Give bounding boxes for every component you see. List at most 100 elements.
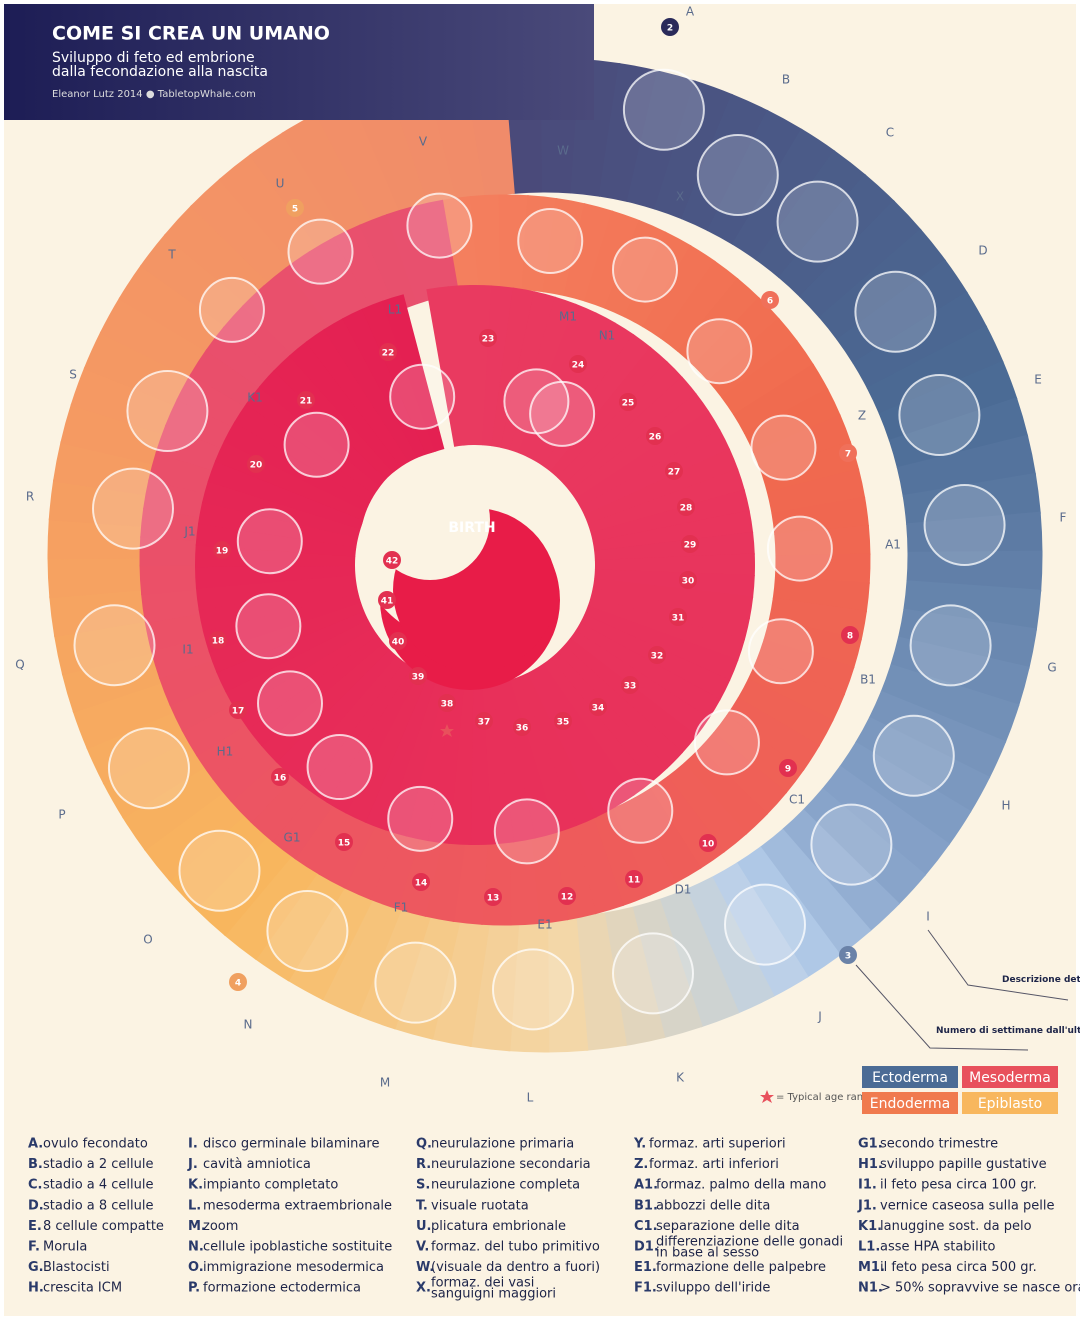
week-badge: [761, 291, 779, 309]
week-badge: [335, 833, 353, 851]
week-badge: [589, 698, 607, 716]
key-letter: H.: [28, 1281, 44, 1296]
star-icon: [760, 1090, 774, 1103]
key-letter: A.: [28, 1137, 43, 1152]
embryo-illustration: [693, 709, 760, 776]
key-description: sviluppo papille gustative: [880, 1157, 1047, 1172]
key-description: mesoderma extraembrionale: [203, 1198, 392, 1213]
ring-segment: [737, 678, 834, 747]
ring-segment: [275, 648, 398, 778]
embryo-illustration: [126, 370, 209, 452]
ring-segment: [508, 676, 578, 834]
ring-segment: [281, 112, 380, 248]
ring-segment: [321, 878, 410, 1017]
ring-segment: [592, 577, 754, 620]
embryo-illustration: [776, 180, 859, 263]
week-number: 28: [680, 504, 693, 514]
ring-segment: [364, 674, 438, 831]
key-letter: K.: [188, 1178, 203, 1193]
week-badge: [558, 887, 576, 905]
ring-segment: [148, 451, 247, 502]
overlay: ABCDEFGHIJKLMNOPQRSTUVWXYZA1B1C1D1E1F1G1…: [15, 5, 1080, 1302]
ring-segment: [798, 200, 922, 319]
stage-letter: F1: [394, 901, 409, 915]
key-letter: K1.: [858, 1219, 882, 1234]
week-badge: [619, 393, 637, 411]
stage-letter: D: [978, 244, 987, 258]
week-badge: [438, 694, 456, 712]
embryo-illustration: [198, 276, 265, 343]
week-number: 18: [212, 637, 225, 647]
ring-segment: [592, 510, 754, 553]
ring-segment: [448, 684, 475, 845]
stage-letter: L: [527, 1091, 534, 1105]
key-letter: J1.: [857, 1198, 877, 1213]
ring-segment: [214, 440, 368, 522]
week-number: 32: [651, 652, 664, 662]
ring-segment: [72, 668, 212, 750]
ring-segment: [242, 285, 327, 373]
embryo-illustration: [178, 829, 261, 912]
ring-segment: [424, 823, 468, 922]
ring-segment: [139, 536, 236, 567]
embryo-illustration: [923, 484, 1006, 567]
ring-segment: [396, 818, 447, 917]
week-number: 12: [561, 893, 574, 903]
stage-letter: S: [69, 368, 77, 382]
key-description: crescita ICM: [43, 1281, 122, 1296]
embryo-illustration: [607, 777, 674, 844]
key-description: > 50% sopravvive se nasce ora: [880, 1281, 1080, 1296]
embryo-illustration: [766, 515, 833, 582]
key-description: stadio a 2 cellule: [43, 1157, 154, 1172]
embryo-illustration: [236, 508, 303, 575]
week-number: 22: [382, 349, 395, 359]
ring-segment: [381, 294, 446, 453]
week-badge: [484, 888, 502, 906]
ring-segment: [481, 829, 512, 926]
embryo-illustration: [492, 948, 574, 1031]
key-description: vernice caseosa sulla pelle: [880, 1198, 1054, 1213]
ring-segment: [683, 747, 768, 835]
key-letter: F1.: [634, 1281, 657, 1296]
embryo-illustration: [898, 374, 981, 456]
star-icon: [440, 724, 454, 737]
ring-segment: [594, 531, 755, 562]
embryo-illustration: [872, 714, 955, 797]
week-number: 24: [572, 361, 585, 371]
key-description: in base al sesso: [656, 1246, 759, 1261]
week-number: 42: [386, 557, 399, 567]
embryo-illustration: [107, 727, 190, 810]
ring-segment: [47, 556, 184, 599]
week-number: 19: [216, 547, 229, 557]
ring-segment: [424, 64, 488, 204]
layer-name: Epiblasto: [978, 1096, 1042, 1112]
week-badge: [209, 631, 227, 649]
stage-letter: A1: [885, 538, 901, 552]
key-description: Morula: [43, 1240, 87, 1255]
ring-segment: [549, 346, 668, 479]
key-letter: Y.: [633, 1137, 646, 1152]
ring-segment: [490, 287, 536, 448]
key-letter: L1.: [858, 1240, 880, 1255]
ring-segment: [501, 57, 544, 194]
key-letter: P.: [188, 1281, 200, 1296]
stage-letter: H1: [217, 745, 234, 759]
ring-segment: [285, 250, 361, 345]
ring-segment: [326, 666, 421, 814]
ring-segment: [732, 363, 829, 435]
key-description: asse HPA stabilito: [880, 1240, 995, 1255]
ring-segment: [583, 604, 739, 681]
stage-letter: X: [676, 190, 684, 204]
key-letter: T.: [416, 1198, 428, 1213]
ring-segment: [649, 775, 725, 870]
key-description: (visuale da dentro a fuori): [431, 1260, 600, 1275]
embryo-illustration: [724, 883, 806, 966]
embryo-illustration: [750, 414, 817, 481]
embryo-illustration: [406, 192, 473, 259]
ring-segment: [169, 666, 267, 732]
ring-segment: [768, 597, 867, 641]
week-number: 16: [274, 774, 287, 784]
week-number: 15: [338, 839, 351, 849]
ring-segment: [413, 199, 460, 299]
week-number: 10: [702, 840, 715, 850]
